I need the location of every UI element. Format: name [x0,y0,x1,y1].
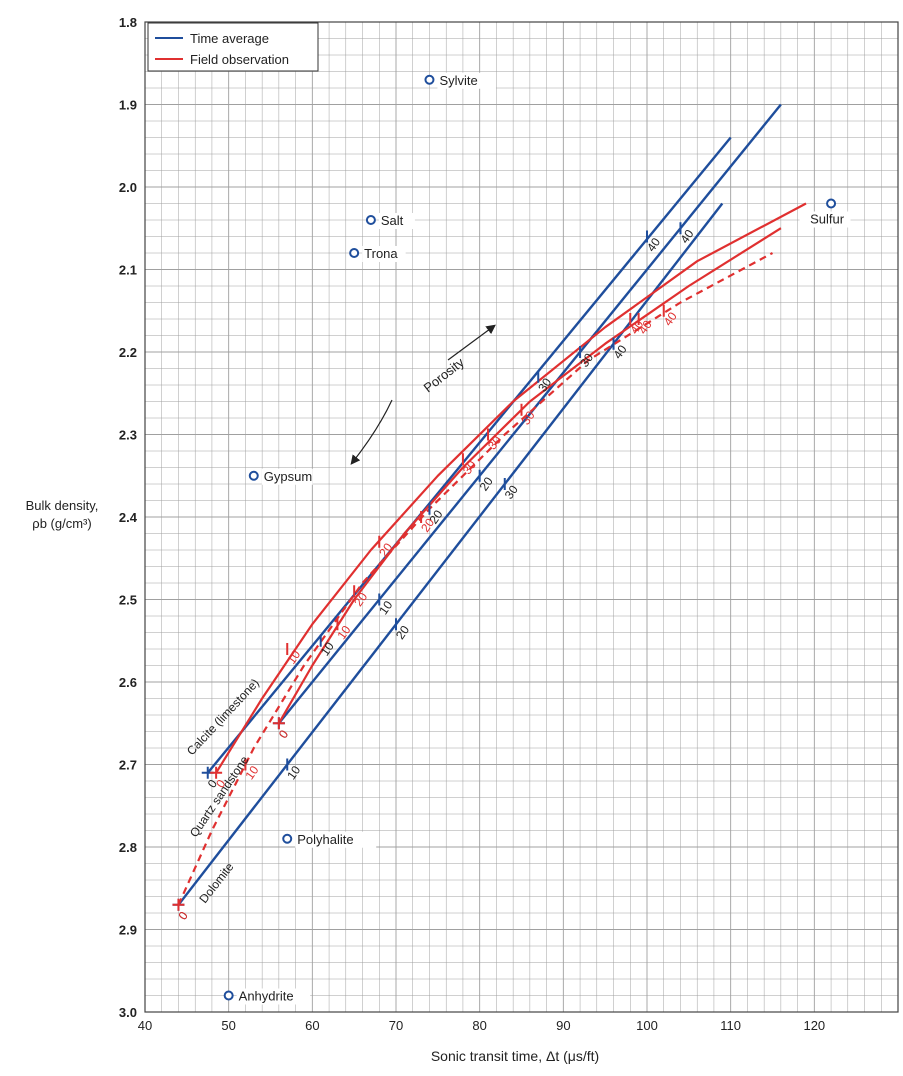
mineral-label-bg [437,72,496,89]
x-tick-label: 40 [138,1018,152,1033]
grid [144,21,899,1013]
y-tick-label: 2.8 [119,840,137,855]
porosity-tick-label: 0 [276,727,291,741]
mineral-point-sulfur [826,198,837,209]
y-tick-label: 2.9 [119,923,137,938]
y-axis-label-line1: Bulk density, [26,498,99,513]
mineral-point-sylvite [424,74,435,85]
mineral-label-sulfur: Sulfur [810,212,845,227]
series-time-average-quartz-sandstone [277,103,782,724]
y-tick-label: 2.6 [119,675,137,690]
y-tick-label: 2.0 [119,180,137,195]
porosity-arrow-up [447,324,496,361]
x-tick-label: 80 [472,1018,486,1033]
mineral-point-trona [349,248,360,258]
plot-frame [144,21,899,1013]
mineral-label-anhydrite: Anhydrite [239,989,294,1004]
mineral-label-gypsum: Gypsum [264,469,312,484]
axes-layer: 40 50 60 70 80 90 100 110 120 1.8 1.9 2.0 2.1 2.2 2.3 2… [119,15,825,1033]
mineral-label-bg [261,468,313,485]
curve-label-dolomite: Dolomite [196,860,236,906]
series-field-observation-quartz-sandstone [277,227,782,724]
x-tick-label: 70 [389,1018,403,1033]
mineral-label-salt: Salt [381,213,404,228]
y-tick-label: 2.1 [119,263,137,278]
y-axis-label-line2: ρb (g/cm³) [32,516,91,531]
mineral-label-bg [799,211,851,228]
series-time-average-dolomite [177,202,724,906]
legend-label-field-observation: Field observation [190,52,289,67]
series-field-observation-calcite-limestone [215,202,807,774]
series-layer [172,103,807,906]
legend-label-time-average: Time average [190,31,269,46]
minerals-layer: Sylvite Salt Trona Gypsum Polyhalite Anhydrit… [223,72,851,1005]
y-tick-label: 2.7 [119,758,137,773]
y-tick-label: 2.4 [119,510,138,525]
porosity-arrow-down [350,399,393,465]
x-tick-label: 90 [556,1018,570,1033]
mineral-label-polyhalite: Polyhalite [297,832,353,847]
x-tick-label: 60 [305,1018,319,1033]
x-tick-label: 120 [803,1018,825,1033]
y-tick-label: 1.9 [119,98,137,113]
mineral-point-anhydrite [223,990,234,1001]
x-axis-label: Sonic transit time, Δt (μs/ft) [431,1048,599,1064]
mineral-point-polyhalite [282,833,293,844]
mineral-label-bg [295,831,377,848]
x-tick-label: 50 [221,1018,235,1033]
series-field-observation-dolomite [177,252,774,906]
mineral-label-sylvite: Sylvite [439,73,477,88]
mineral-label-trona: Trona [364,246,398,261]
x-tick-label: 110 [720,1018,741,1033]
legend: Time average Field observation [147,22,319,72]
y-tick-label: 1.8 [119,15,137,30]
porosity-label: Porosity [421,354,468,395]
mineral-point-gypsum [248,470,259,481]
x-tick-label: 100 [636,1018,658,1033]
y-tick-label: 2.5 [119,593,137,608]
series-time-average-calcite-limestone [206,136,732,774]
curve-labels: Calcite (limestone) Quartz sandstone Dol… [184,676,262,906]
y-tick-label: 3.0 [119,1005,137,1020]
porosity-tick-label: 0 [175,909,190,923]
y-tick-label: 2.3 [119,428,137,443]
mineral-label-bg [378,213,415,229]
legend-box [147,22,319,72]
mineral-label-bg [236,988,311,1005]
y-tick-label: 2.2 [119,345,137,360]
mineral-label-bg [362,246,406,262]
mineral-point-salt [365,215,376,225]
